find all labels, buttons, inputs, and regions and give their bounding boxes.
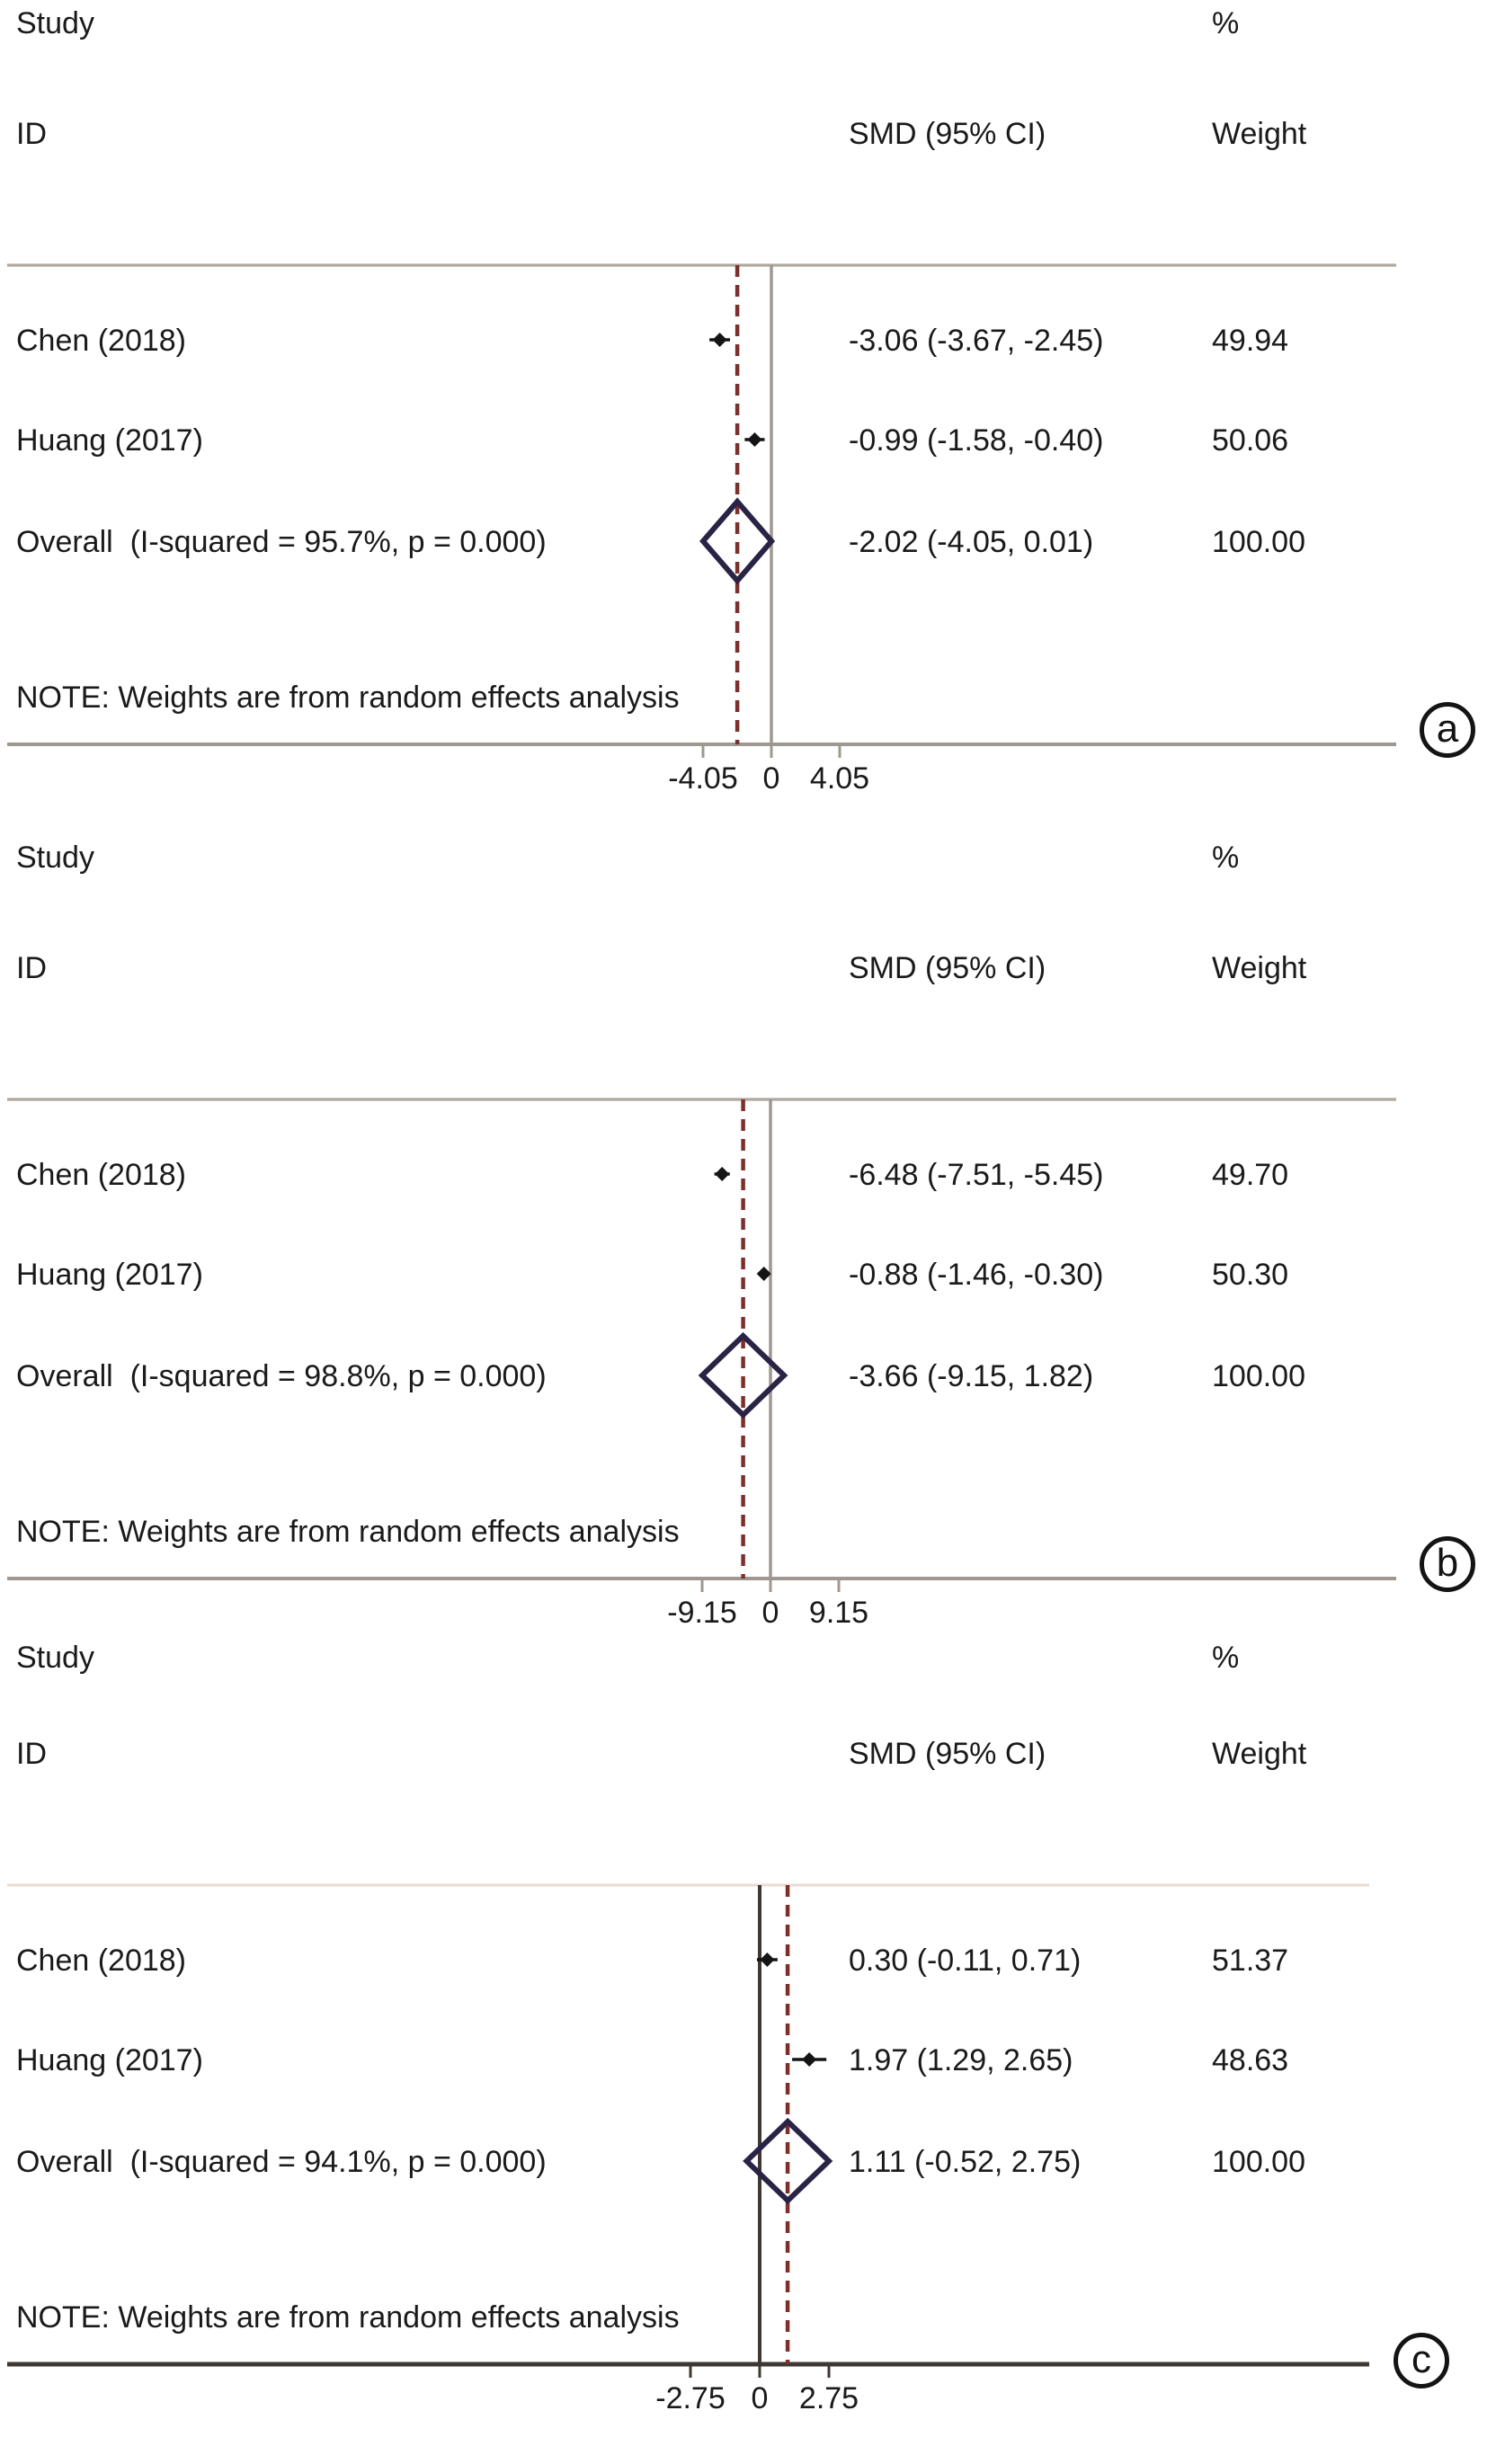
x-axis-tick-label: -4.05 xyxy=(668,761,738,796)
study-point-marker xyxy=(747,432,762,447)
column-header-percent: % xyxy=(1212,6,1240,40)
forest-panel-b: -9.15 0 9.15 Study % ID SMD (95% CI) Weigh… xyxy=(0,834,1487,1657)
column-header-smd-ci: SMD (95% CI) xyxy=(849,1737,1046,1771)
study-smd-value: -6.48 (-7.51, -5.45) xyxy=(849,1158,1104,1192)
study-weight-value: 50.30 xyxy=(1212,1258,1289,1292)
overall-smd-value: -2.02 (-4.05, 0.01) xyxy=(849,525,1094,559)
forest-plot-canvas-a: -4.05 0 4.05 xyxy=(7,263,1396,796)
column-header-smd-ci: SMD (95% CI) xyxy=(849,117,1046,151)
study-label: Huang (2017) xyxy=(16,2043,203,2077)
x-axis-tick-label: 0 xyxy=(763,761,780,796)
column-header-id: ID xyxy=(16,1737,47,1771)
x-axis-tick-label: 4.05 xyxy=(810,761,869,796)
overall-weight-value: 100.00 xyxy=(1212,2145,1305,2179)
study-smd-value: 0.30 (-0.11, 0.71) xyxy=(849,1944,1082,1978)
overall-weight-value: 100.00 xyxy=(1212,525,1305,559)
study-smd-value: -0.88 (-1.46, -0.30) xyxy=(849,1258,1104,1292)
study-weight-value: 51.37 xyxy=(1212,1944,1289,1978)
study-point-marker xyxy=(712,333,727,347)
study-smd-value: -0.99 (-1.58, -0.40) xyxy=(849,423,1104,458)
x-axis-tick-label: -2.75 xyxy=(655,2381,726,2415)
study-point-marker xyxy=(715,1167,730,1181)
overall-label: Overall (I-squared = 94.1%, p = 0.000) xyxy=(16,2145,547,2179)
column-header-percent: % xyxy=(1212,841,1240,875)
overall-label: Overall (I-squared = 95.7%, p = 0.000) xyxy=(16,525,547,559)
study-label: Huang (2017) xyxy=(16,423,203,458)
overall-weight-value: 100.00 xyxy=(1212,1359,1305,1393)
column-header-study: Study xyxy=(16,841,94,875)
column-header-weight: Weight xyxy=(1212,1737,1307,1771)
study-weight-value: 49.70 xyxy=(1212,1158,1289,1192)
overall-diamond xyxy=(743,2117,833,2205)
forest-plot-canvas-c: -2.75 0 2.75 xyxy=(7,1883,1369,2415)
study-label: Chen (2018) xyxy=(16,324,187,358)
overall-diamond xyxy=(698,1331,788,1419)
study-weight-value: 50.06 xyxy=(1212,423,1289,458)
study-point-marker xyxy=(756,1267,771,1281)
study-smd-value: 1.97 (1.29, 2.65) xyxy=(849,2043,1073,2077)
forest-panel-c: -2.75 0 2.75 Study % ID SMD (95% CI) Weigh… xyxy=(0,1620,1487,2442)
study-weight-value: 48.63 xyxy=(1212,2043,1289,2077)
study-weight-value: 49.94 xyxy=(1212,324,1289,358)
column-header-id: ID xyxy=(16,117,47,151)
study-label: Chen (2018) xyxy=(16,1158,187,1192)
overall-diamond xyxy=(699,497,776,585)
x-axis-tick-label: 0 xyxy=(752,2381,769,2415)
forest-plot-canvas-b: -9.15 0 9.15 xyxy=(7,1098,1396,1630)
column-header-weight: Weight xyxy=(1212,951,1307,985)
column-header-weight: Weight xyxy=(1212,117,1307,151)
panel-tag-c: c xyxy=(1394,2333,1449,2388)
column-header-smd-ci: SMD (95% CI) xyxy=(849,951,1046,985)
forest-panel-a: -4.05 0 4.05 Study % ID SMD (95% CI) Weigh… xyxy=(0,0,1487,823)
note-text: NOTE: Weights are from random effects an… xyxy=(16,1515,680,1549)
study-label: Huang (2017) xyxy=(16,1258,203,1292)
column-header-id: ID xyxy=(16,951,47,985)
study-label: Chen (2018) xyxy=(16,1944,187,1978)
note-text: NOTE: Weights are from random effects an… xyxy=(16,2300,680,2335)
panel-tag-b: b xyxy=(1420,1536,1475,1592)
x-axis-tick-label: -9.15 xyxy=(667,1596,737,1630)
overall-smd-value: -3.66 (-9.15, 1.82) xyxy=(849,1359,1094,1393)
study-point-marker xyxy=(760,1953,775,1967)
study-point-marker xyxy=(802,2052,817,2067)
x-axis-tick-label: 9.15 xyxy=(809,1596,868,1630)
column-header-study: Study xyxy=(16,6,94,40)
note-text: NOTE: Weights are from random effects an… xyxy=(16,680,680,715)
column-header-percent: % xyxy=(1212,1641,1240,1675)
overall-smd-value: 1.11 (-0.52, 2.75) xyxy=(849,2145,1082,2179)
x-axis-tick-label: 0 xyxy=(762,1596,779,1630)
overall-label: Overall (I-squared = 98.8%, p = 0.000) xyxy=(16,1359,547,1393)
study-smd-value: -3.06 (-3.67, -2.45) xyxy=(849,324,1104,358)
column-header-study: Study xyxy=(16,1641,94,1675)
x-axis-tick-label: 2.75 xyxy=(799,2381,859,2415)
panel-tag-a: a xyxy=(1420,702,1475,758)
